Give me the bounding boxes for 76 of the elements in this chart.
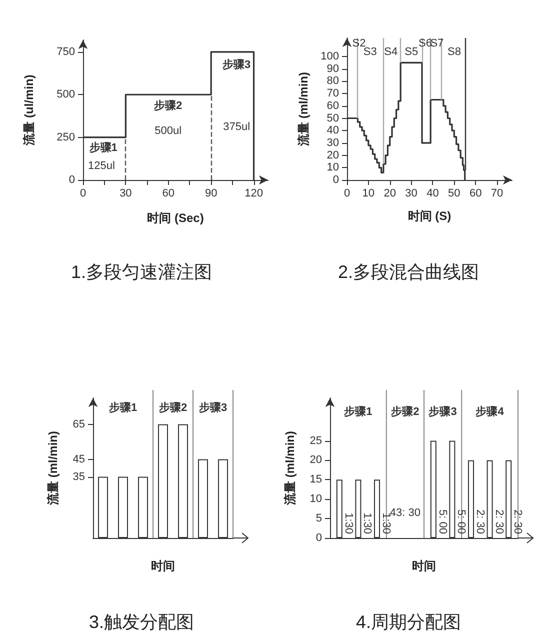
annotation: 步骤2 [158,400,188,414]
annotation: S7 [430,38,444,50]
annotation: S6 [418,38,432,50]
annotation: 步骤2 [390,405,420,418]
x-tick-label: 90 [204,188,218,200]
y-tick-label: 10 [326,162,339,174]
y-tick-label: 35 [72,470,85,483]
annotation: S5 [404,46,418,58]
text: 3.触发分配图 [88,612,194,632]
annotation: 1:30 [342,512,354,534]
x-tick-label: 60 [162,188,175,200]
x-tick-label: 30 [120,188,132,200]
y-tick-label: 0 [68,174,75,186]
annotation: S8 [448,46,461,58]
y-tick-label: 100 [320,50,339,63]
x-axis-title: 时间 (S) [408,209,452,223]
x-tick-label: 0 [344,188,350,200]
annotation: 1:30 [361,512,374,534]
y-tick-label: 500 [56,88,75,101]
y-tick-label: 5 [316,512,322,525]
annotation: 375ul [223,120,250,133]
text: 1.多段匀速灌注图 [70,262,212,282]
annotation: 5: 00 [436,510,448,534]
y-axis-title: 流量 (ml/min) [296,72,311,147]
y-tick-label: 40 [326,124,339,137]
annotation: 步骤1 [108,400,138,414]
x-tick-label: 120 [244,188,263,200]
y-tick-label: 10 [310,493,322,506]
annotation: 43: 30 [390,506,420,519]
annotation: 2: 30 [512,510,524,534]
y-tick-label: 25 [310,434,322,447]
y-tick-label: 0 [332,174,339,186]
x-axis-title: 时间 [151,559,175,573]
annotation: 步骤1 [343,405,372,418]
y-tick-label: 65 [72,418,85,430]
y-tick-label: 750 [56,46,75,58]
x-tick-label: 30 [405,188,418,200]
annotation: 步骤3 [428,405,457,418]
y-tick-label: 15 [310,474,322,486]
y-tick-label: 90 [326,62,339,75]
x-tick-label: 40 [426,188,439,200]
annotation: 步骤1 [88,140,118,154]
annotation: 步骤3 [221,58,251,72]
y-tick-label: 70 [326,88,339,100]
annotation: 步骤3 [198,400,228,414]
y-tick-label: 45 [72,453,85,466]
text: 2.多段混合曲线图 [338,262,480,282]
y-tick-label: 20 [310,454,322,466]
y-tick-label: 30 [326,136,339,149]
y-axis-title: 流量 (ml/min) [283,431,297,506]
annotation: 步骤2 [153,98,182,112]
y-tick-label: 80 [326,75,339,88]
x-tick-label: 60 [469,188,482,200]
x-tick-label: 10 [362,188,375,200]
annotation: 125ul [88,160,115,172]
text: 4.周期分配图 [356,612,462,632]
y-tick-label: 50 [326,112,339,124]
annotation: S3 [363,46,377,58]
x-tick-label: 50 [448,188,460,200]
annotation: S4 [384,46,398,58]
x-tick-label: 20 [384,188,396,200]
annotation: 5: 00 [455,510,468,534]
annotation: 步骤4 [474,405,505,418]
x-axis-title: 时间 (Sec) [147,211,204,225]
annotation: 1:30 [380,512,392,534]
y-tick-label: 250 [56,131,75,144]
annotation: 2: 30 [492,510,505,534]
y-axis-title: 流量 (ml/min) [46,431,60,506]
x-axis-title: 时间 [412,559,436,573]
y-tick-label: 0 [316,532,322,544]
annotation: 2: 30 [474,510,486,534]
y-tick-label: 60 [326,100,339,112]
y-tick-label: 20 [326,149,339,162]
y-axis-title: 流量 (ul/min) [22,74,36,146]
annotation: 500ul [154,125,182,137]
x-tick-label: 70 [490,188,504,200]
